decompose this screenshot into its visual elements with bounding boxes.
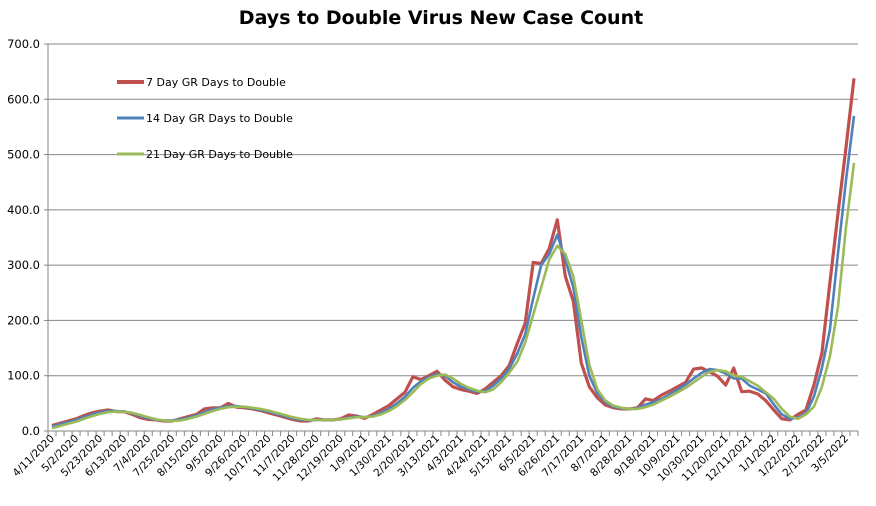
y-tick-label: 600.0: [7, 92, 40, 106]
chart-title: Days to Double Virus New Case Count: [239, 7, 643, 29]
legend-label: 21 Day GR Days to Double: [146, 148, 293, 161]
y-tick-label: 100.0: [7, 369, 40, 383]
gridlines: [48, 43, 858, 377]
series-line-21-day: [51, 162, 856, 430]
series-lines: [51, 78, 856, 430]
legend: 7 Day GR Days to Double 14 Day GR Days to…: [117, 76, 293, 161]
y-axis-ticks: 0.0 100.0 200.0 300.0 400.0 500.0 600.0 700.0: [7, 37, 48, 438]
y-tick-label: 0.0: [22, 424, 40, 438]
legend-label: 14 Day GR Days to Double: [146, 112, 293, 125]
y-tick-label: 700.0: [7, 37, 40, 51]
y-tick-label: 400.0: [7, 203, 40, 217]
y-tick-label: 300.0: [7, 258, 40, 272]
series-line-7-day: [51, 78, 856, 428]
y-tick-label: 500.0: [7, 148, 40, 162]
legend-label: 7 Day GR Days to Double: [146, 76, 286, 89]
y-tick-label: 200.0: [7, 313, 40, 327]
